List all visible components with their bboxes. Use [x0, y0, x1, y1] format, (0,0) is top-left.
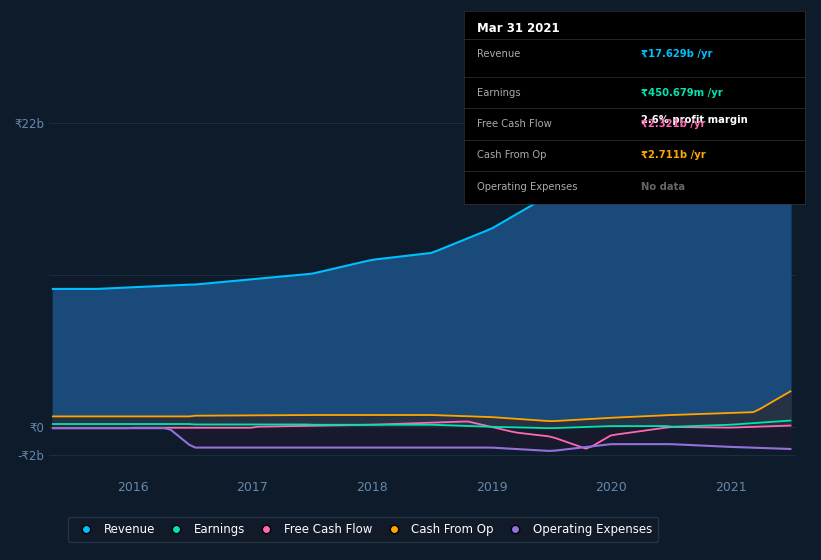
Text: Cash From Op: Cash From Op — [478, 150, 547, 160]
Legend: Revenue, Earnings, Free Cash Flow, Cash From Op, Operating Expenses: Revenue, Earnings, Free Cash Flow, Cash … — [68, 517, 658, 542]
Text: Operating Expenses: Operating Expenses — [478, 182, 578, 192]
Text: ₹2.321b /yr: ₹2.321b /yr — [641, 119, 705, 129]
Text: Free Cash Flow: Free Cash Flow — [478, 119, 553, 129]
Text: ₹450.679m /yr: ₹450.679m /yr — [641, 88, 722, 99]
Text: Revenue: Revenue — [478, 49, 521, 59]
Text: 2.6% profit margin: 2.6% profit margin — [641, 115, 748, 125]
Text: ₹17.629b /yr: ₹17.629b /yr — [641, 49, 713, 59]
Text: Mar 31 2021: Mar 31 2021 — [478, 22, 560, 35]
Text: ₹2.711b /yr: ₹2.711b /yr — [641, 150, 706, 160]
Text: Earnings: Earnings — [478, 88, 521, 99]
Text: No data: No data — [641, 182, 686, 192]
